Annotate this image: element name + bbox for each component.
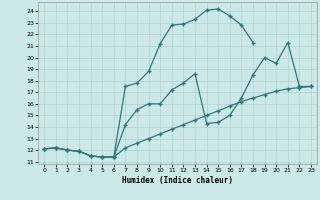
X-axis label: Humidex (Indice chaleur): Humidex (Indice chaleur) (122, 176, 233, 185)
